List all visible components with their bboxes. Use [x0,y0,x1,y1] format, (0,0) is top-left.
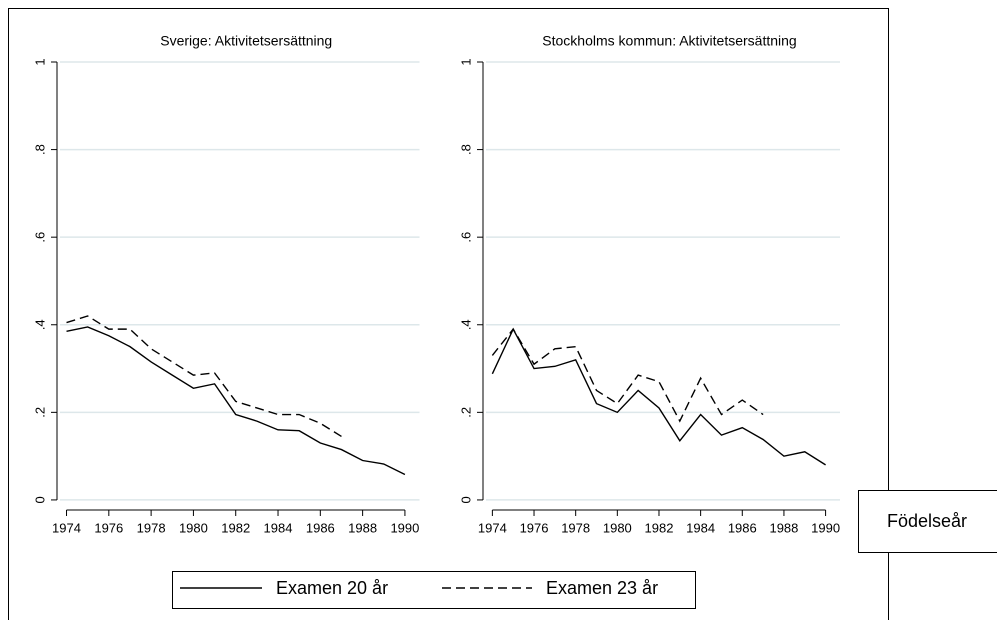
y-tick-label: .4 [32,319,47,330]
y-tick-label: .8 [32,144,47,155]
x-tick-label: 1990 [390,520,419,535]
x-tick-label: 1986 [306,520,335,535]
series-line [66,326,406,476]
x-tick-label: 1982 [221,520,250,535]
y-tick-label: 1 [32,58,47,65]
legend-box [172,571,696,609]
x-tick-label: 1982 [645,520,674,535]
x-tick-label: 1976 [94,520,123,535]
chart-title: Stockholms kommun: Aktivitetsersättning [542,33,796,49]
x-tick-label: 1990 [811,520,840,535]
x-tick-label: 1988 [769,520,798,535]
y-tick-label: .4 [458,319,473,330]
series-line [66,315,342,438]
x-tick-label: 1980 [603,520,632,535]
frame [8,8,889,620]
x-tick-label: 1978 [561,520,590,535]
series-line [491,327,826,466]
x-tick-label: 1984 [264,520,293,535]
x-tick-label: 1974 [52,520,81,535]
x-tick-label: 1976 [520,520,549,535]
x-tick-label: 1986 [728,520,757,535]
x-tick-label: 1974 [478,520,507,535]
legend-label: Examen 23 år [546,578,658,598]
series-line [491,327,764,423]
y-tick-label: 0 [32,496,47,503]
y-tick-label: 1 [458,58,473,65]
x-tick-label: 1988 [348,520,377,535]
y-tick-label: .2 [458,407,473,418]
legend-label: Examen 20 år [276,578,388,598]
x-tick-label: 1984 [686,520,715,535]
y-tick-label: .2 [32,407,47,418]
y-tick-label: .8 [458,144,473,155]
x-axis-label: Födelseår [887,511,967,531]
x-tick-label: 1980 [179,520,208,535]
xlabel-box [858,490,997,553]
y-tick-label: .6 [32,232,47,243]
y-tick-label: .6 [458,232,473,243]
x-tick-label: 1978 [137,520,166,535]
chart-title: Sverige: Aktivitetsersättning [160,33,332,49]
y-tick-label: 0 [458,496,473,503]
